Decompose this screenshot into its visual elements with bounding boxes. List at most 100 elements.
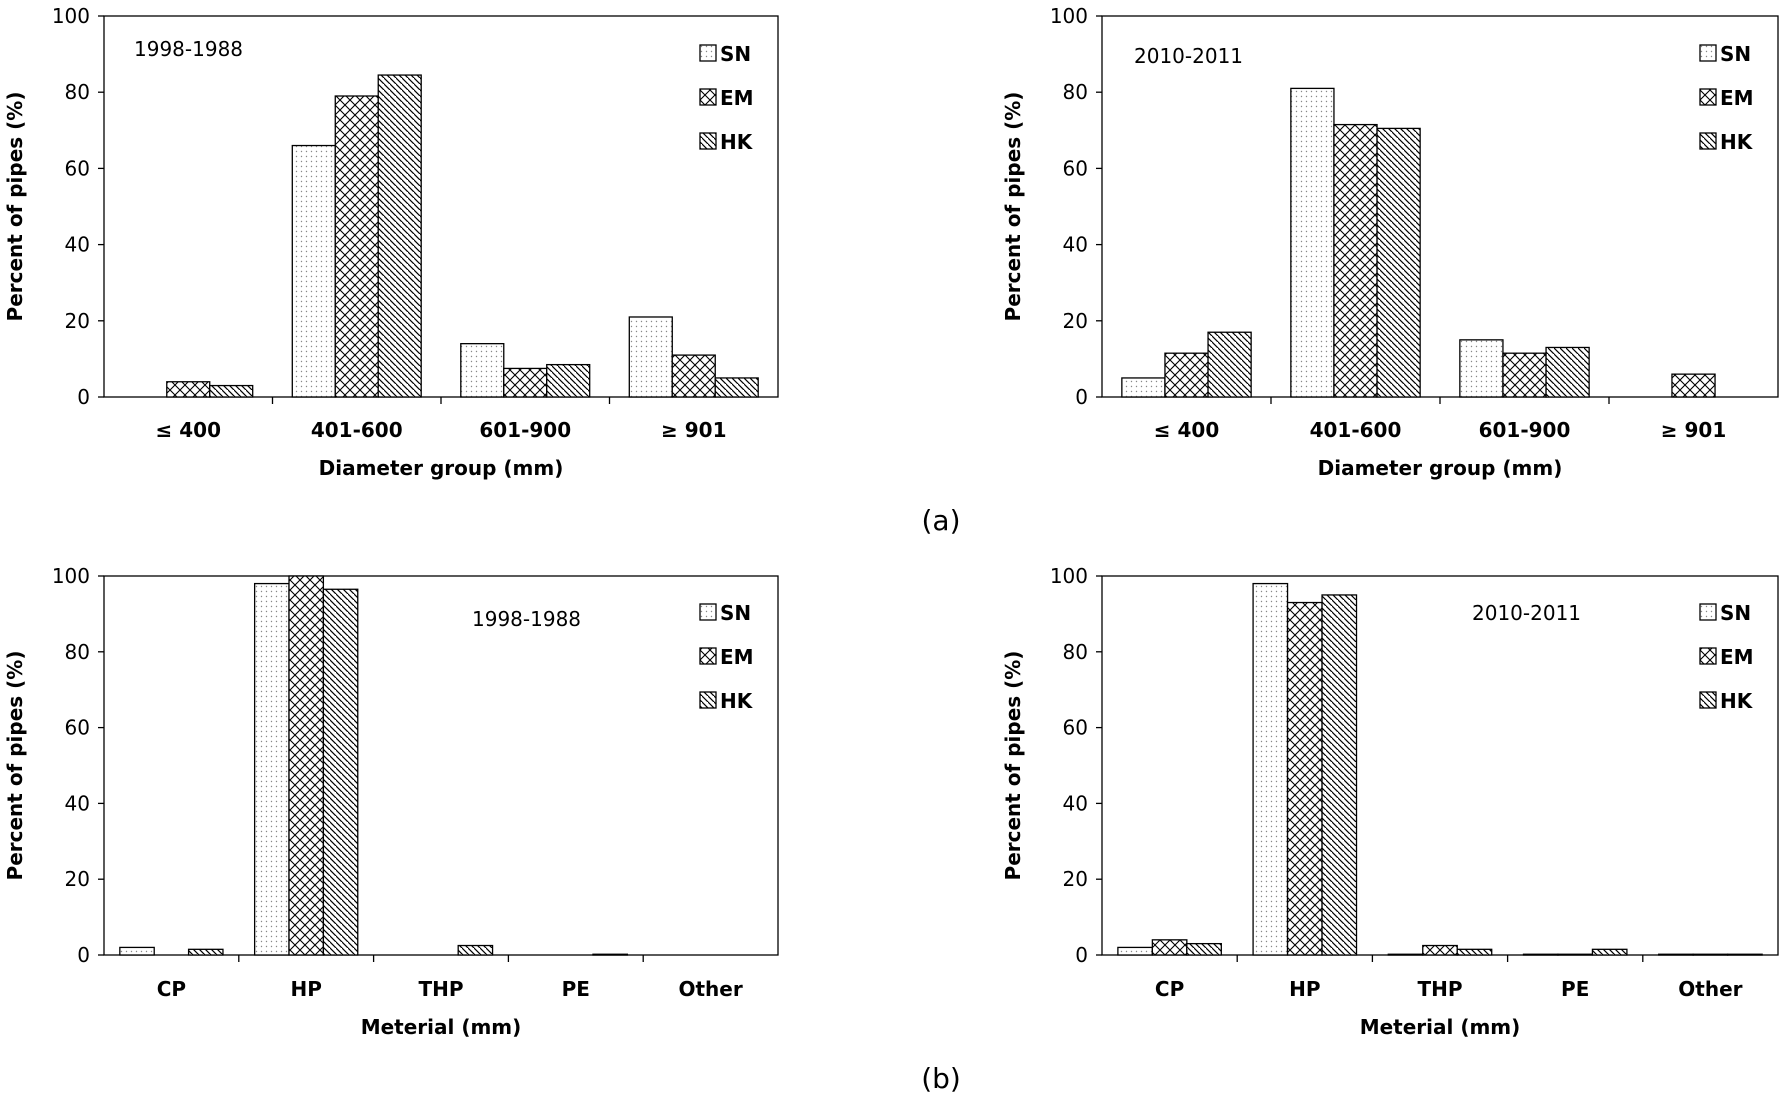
- y-tick-label: 100: [1050, 564, 1088, 588]
- legend-label-hk: HK: [1720, 689, 1754, 713]
- bar-em: [166, 381, 211, 398]
- bar-hk: [377, 74, 422, 398]
- panel-label-a: (a): [921, 504, 960, 537]
- legend-swatch-sn: [1699, 44, 1717, 62]
- y-tick-label: 100: [52, 4, 90, 28]
- legend-swatch-hk: [699, 132, 717, 150]
- bar-hk: [1207, 331, 1252, 398]
- legend-label-sn: SN: [720, 42, 751, 66]
- y-tick-label: 40: [65, 233, 90, 257]
- bar-em: [334, 95, 379, 398]
- bar-hk: [1321, 594, 1358, 956]
- x-category-label: PE: [1561, 977, 1589, 1001]
- y-tick-label: 40: [65, 791, 90, 815]
- x-category-label: HP: [290, 977, 321, 1001]
- x-category-label: CP: [1155, 977, 1184, 1001]
- bar-sn: [1522, 953, 1559, 956]
- y-axis-title: Percent of pipes (%): [1001, 651, 1025, 881]
- legend-label-em: EM: [1720, 645, 1754, 669]
- y-tick-label: 20: [1063, 309, 1088, 333]
- x-category-label: THP: [418, 977, 463, 1001]
- period-annotation: 2010-2011: [1472, 601, 1581, 625]
- bar-sn: [1459, 339, 1504, 398]
- x-category-label: CP: [157, 977, 186, 1001]
- bar-hk: [1726, 953, 1763, 956]
- x-category-label: 601-900: [479, 418, 571, 442]
- x-category-label: ≤ 400: [1154, 418, 1219, 442]
- chart-diameter-1998-1988: 0 20 40 60 80 100 ≤ 400 401-600 601-900 ≥ 901 Diam…: [3, 4, 779, 480]
- legend-swatch-hk: [699, 691, 717, 709]
- bar-hk: [187, 948, 224, 956]
- bar-em: [1557, 953, 1594, 956]
- x-axis-title: Diameter group (mm): [319, 456, 564, 480]
- bar-sn: [253, 582, 290, 956]
- bar-em: [1333, 123, 1378, 398]
- y-tick-label: 0: [1075, 943, 1088, 967]
- plot-frame: [103, 575, 779, 956]
- bar-sn: [1121, 377, 1166, 398]
- chart-diameter-2010-2011: 0 20 40 60 80 100 ≤ 400 401-600 601-900 ≥ 901 Diam…: [1001, 4, 1779, 480]
- bar-em: [1502, 352, 1547, 398]
- x-category-label: 401-600: [1310, 418, 1402, 442]
- x-axis-title: Diameter group (mm): [1318, 456, 1563, 480]
- bar-hk: [714, 377, 759, 398]
- bar-hk: [209, 384, 254, 398]
- x-category-label: ≤ 400: [156, 418, 221, 442]
- bar-hk: [1376, 127, 1421, 398]
- legend-swatch-hk: [1699, 691, 1717, 709]
- y-tick-label: 80: [1063, 80, 1088, 104]
- x-category-label: 601-900: [1479, 418, 1571, 442]
- legend-label-hk: HK: [1720, 130, 1754, 154]
- chart-material-1998-1988: 0 20 40 60 80 100 CP HP THP PE Other Meterial (mm) P…: [3, 564, 779, 1039]
- x-category-label: Other: [1678, 977, 1742, 1001]
- x-axis-title: Meterial (mm): [361, 1015, 522, 1039]
- legend-swatch-sn: [699, 44, 717, 62]
- bar-em: [1692, 953, 1729, 956]
- bar-hk: [1186, 942, 1222, 956]
- bar-hk: [1545, 346, 1590, 398]
- x-category-label: Other: [678, 977, 742, 1001]
- legend-label-em: EM: [720, 86, 754, 110]
- plot-frame: [103, 15, 779, 398]
- bar-hk: [546, 363, 591, 398]
- plot-frame: [1101, 575, 1779, 956]
- bar-sn: [1387, 953, 1424, 956]
- x-category-label: HP: [1289, 977, 1320, 1001]
- y-tick-label: 80: [65, 640, 90, 664]
- y-axis-title: Percent of pipes (%): [3, 651, 27, 881]
- bar-em: [1164, 352, 1209, 398]
- bar-sn: [1117, 946, 1154, 956]
- panel-label-b: (b): [921, 1062, 961, 1095]
- legend-swatch-em: [699, 88, 717, 106]
- y-tick-label: 20: [65, 309, 90, 333]
- legend-label-hk: HK: [720, 689, 754, 713]
- x-category-label: PE: [562, 977, 590, 1001]
- bar-hk: [457, 944, 494, 956]
- y-tick-label: 0: [77, 385, 90, 409]
- bar-em: [1286, 601, 1323, 956]
- x-axis-title: Meterial (mm): [1360, 1015, 1521, 1039]
- y-tick-label: 40: [1063, 791, 1088, 815]
- legend-swatch-sn: [699, 603, 717, 621]
- y-tick-label: 100: [52, 564, 90, 588]
- y-tick-label: 0: [1075, 385, 1088, 409]
- y-tick-label: 20: [1063, 867, 1088, 891]
- bar-em: [288, 575, 325, 956]
- y-tick-label: 0: [77, 943, 90, 967]
- legend-swatch-em: [1699, 647, 1717, 665]
- y-axis-title: Percent of pipes (%): [3, 92, 27, 322]
- bar-em: [1151, 939, 1188, 956]
- x-category-label: 401-600: [311, 418, 403, 442]
- x-category-label: ≥ 901: [1661, 418, 1726, 442]
- bar-em: [1671, 373, 1716, 398]
- bar-em: [671, 354, 716, 398]
- legend-swatch-em: [1699, 88, 1717, 106]
- y-tick-label: 80: [1063, 640, 1088, 664]
- y-tick-label: 60: [1063, 716, 1088, 740]
- legend-label-em: EM: [1720, 86, 1754, 110]
- legend-swatch-em: [699, 647, 717, 665]
- y-tick-label: 80: [65, 80, 90, 104]
- bar-hk: [1591, 948, 1628, 956]
- bar-sn: [460, 343, 505, 398]
